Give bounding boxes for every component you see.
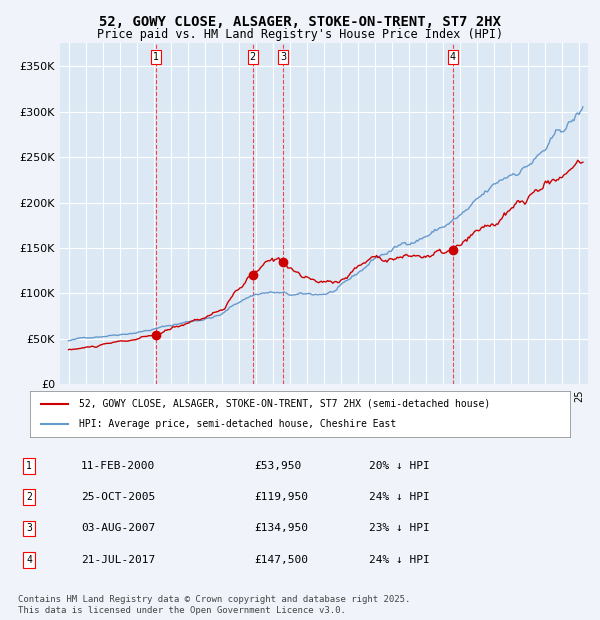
Text: Contains HM Land Registry data © Crown copyright and database right 2025.
This d: Contains HM Land Registry data © Crown c… [18,595,410,614]
Text: 21-JUL-2017: 21-JUL-2017 [81,555,155,565]
Text: Price paid vs. HM Land Registry's House Price Index (HPI): Price paid vs. HM Land Registry's House … [97,28,503,41]
Text: 24% ↓ HPI: 24% ↓ HPI [369,555,430,565]
Text: 4: 4 [449,51,455,61]
Text: 52, GOWY CLOSE, ALSAGER, STOKE-ON-TRENT, ST7 2HX (semi-detached house): 52, GOWY CLOSE, ALSAGER, STOKE-ON-TRENT,… [79,399,490,409]
Text: 20% ↓ HPI: 20% ↓ HPI [369,461,430,471]
Text: 11-FEB-2000: 11-FEB-2000 [81,461,155,471]
Text: 1: 1 [152,51,158,61]
Text: HPI: Average price, semi-detached house, Cheshire East: HPI: Average price, semi-detached house,… [79,419,396,429]
Text: 25-OCT-2005: 25-OCT-2005 [81,492,155,502]
Text: 23% ↓ HPI: 23% ↓ HPI [369,523,430,533]
Text: 24% ↓ HPI: 24% ↓ HPI [369,492,430,502]
Text: 52, GOWY CLOSE, ALSAGER, STOKE-ON-TRENT, ST7 2HX: 52, GOWY CLOSE, ALSAGER, STOKE-ON-TRENT,… [99,16,501,30]
Text: 3: 3 [280,51,286,61]
Text: 2: 2 [26,492,32,502]
Text: £134,950: £134,950 [254,523,308,533]
Text: £147,500: £147,500 [254,555,308,565]
Text: 3: 3 [26,523,32,533]
Text: £53,950: £53,950 [254,461,301,471]
Text: 1: 1 [26,461,32,471]
Text: 4: 4 [26,555,32,565]
Text: 03-AUG-2007: 03-AUG-2007 [81,523,155,533]
Text: £119,950: £119,950 [254,492,308,502]
Text: 2: 2 [250,51,256,61]
